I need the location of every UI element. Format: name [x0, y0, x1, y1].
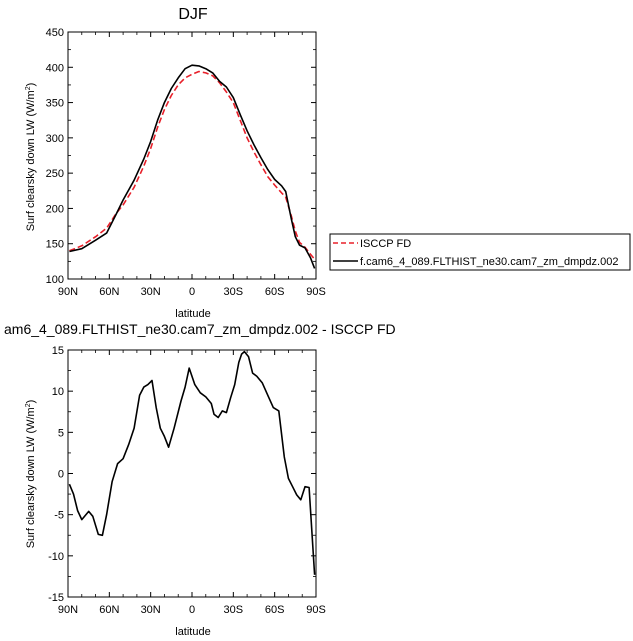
bottom-y-label-text: Surf clearsky down LW (W/m	[25, 407, 37, 548]
legend-label-isccp: ISCCP FD	[360, 238, 411, 250]
bottom-y-label-sup: 2	[25, 403, 32, 407]
bottom-y-tick-label: -10	[48, 551, 64, 563]
top-y-tick-label: 300	[46, 133, 64, 145]
bottom-x-tick-label: 90N	[58, 604, 78, 616]
bottom-x-tick-label: 30S	[224, 604, 244, 616]
top-y-label-text: Surf clearsky down LW (W/m	[25, 90, 37, 231]
legend-label-model: f.cam6_4_089.FLTHIST_ne30.cam7_zm_dmpdz.…	[360, 256, 618, 268]
bottom-y-label-close: )	[25, 400, 37, 404]
top-y-tick-label: 250	[46, 168, 64, 180]
top-y-tick-label: 100	[46, 274, 64, 286]
bottom-x-label: latitude	[175, 626, 210, 638]
top-x-tick-label: 30S	[224, 286, 244, 298]
top-y-tick-label: 200	[46, 203, 64, 215]
top-y-tick-label: 400	[46, 62, 64, 74]
bottom-plot-area: 90N 60N 30N 0 30S 60S 90S -15 -10 -5 0 5 10 15	[48, 345, 326, 616]
top-x-tick-label: 90S	[306, 286, 326, 298]
bottom-x-tick-label: 30N	[141, 604, 161, 616]
top-plot-frame	[67, 31, 317, 280]
top-y-label-close: )	[25, 83, 37, 87]
top-x-tick-label: 30N	[141, 286, 161, 298]
top-x-tick-label: 0	[189, 286, 195, 298]
bottom-y-label: Surf clearsky down LW (W/m2)	[25, 400, 37, 549]
bottom-x-tick-label: 60N	[99, 604, 119, 616]
top-series-line-1	[69, 64, 316, 269]
bottom-x-tick-label: 90S	[306, 604, 326, 616]
top-y-label-sup: 2	[25, 86, 32, 90]
bottom-y-tick-label: -5	[54, 510, 64, 522]
bottom-x-tick-label: 60S	[265, 604, 285, 616]
top-x-tick-label: 90N	[58, 286, 78, 298]
legend: ISCCP FD f.cam6_4_089.FLTHIST_ne30.cam7_…	[329, 233, 631, 271]
bottom-series-line-0	[68, 350, 316, 575]
top-x-tick-label: 60N	[99, 286, 119, 298]
top-y-tick-label: 150	[46, 239, 64, 251]
bottom-title: am6_4_089.FLTHIST_ne30.cam7_zm_dmpdz.002…	[4, 321, 396, 337]
bottom-y-tick-label: 15	[52, 345, 64, 357]
top-x-label: latitude	[175, 308, 210, 320]
bottom-y-tick-label: -15	[48, 592, 64, 604]
top-series-line-0	[69, 70, 316, 260]
legend-box	[329, 233, 631, 271]
top-panel: DJF 90N 60N 30N 0 30S 60S 90S 100 150 200 250 300 35…	[25, 6, 631, 320]
top-y-label: Surf clearsky down LW (W/m2)	[25, 83, 37, 232]
top-y-tick-label: 350	[46, 98, 64, 110]
top-plot-area: 90N 60N 30N 0 30S 60S 90S 100 150 200 250 300 350 400…	[46, 27, 326, 298]
top-y-tick-label: 450	[46, 27, 64, 39]
bottom-plot-frame	[67, 349, 317, 598]
bottom-y-tick-label: 5	[58, 427, 64, 439]
bottom-y-tick-label: 0	[58, 469, 64, 481]
top-x-tick-label: 60S	[265, 286, 285, 298]
bottom-y-tick-label: 10	[52, 386, 64, 398]
top-title: DJF	[178, 6, 208, 23]
bottom-panel: am6_4_089.FLTHIST_ne30.cam7_zm_dmpdz.002…	[4, 321, 396, 638]
bottom-x-tick-label: 0	[189, 604, 195, 616]
